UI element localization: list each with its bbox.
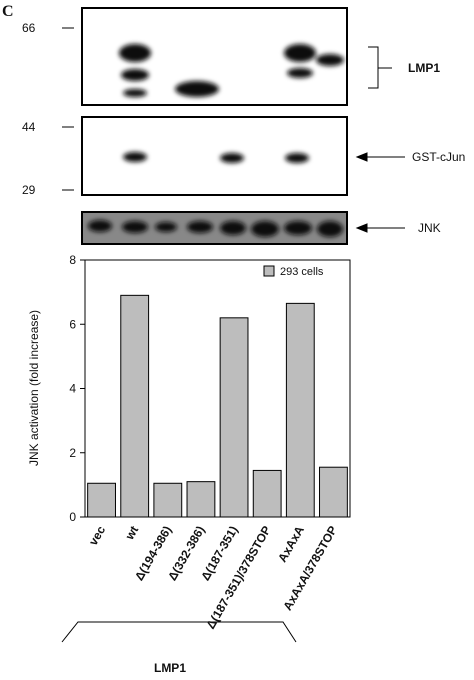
y-tick-label: 6 <box>69 317 76 331</box>
group-label: LMP1 <box>154 661 186 675</box>
y-tick-label: 4 <box>69 382 76 396</box>
y-tick-label: 0 <box>69 510 76 524</box>
blot-bands <box>88 220 343 237</box>
marker-label: 66 <box>22 21 36 35</box>
blot-label: JNK <box>418 221 441 235</box>
bar <box>120 294 150 518</box>
bar <box>219 317 249 518</box>
blot-label: LMP1 <box>408 61 440 75</box>
bar <box>252 469 282 518</box>
marker-label: 44 <box>22 120 36 134</box>
bar <box>285 302 315 518</box>
bar <box>153 482 183 518</box>
bar <box>186 481 216 518</box>
x-tick-label: Δ(187-351)/378STOP <box>203 524 273 632</box>
group-bracket <box>61 621 297 643</box>
blot-label: GST-cJun <box>412 150 465 164</box>
bracket <box>368 46 392 89</box>
x-tick-label: AxAxA <box>275 523 307 564</box>
x-tick-label: vec <box>86 523 108 548</box>
bar <box>319 466 348 518</box>
blot-bands <box>123 152 309 163</box>
bar <box>87 482 116 518</box>
blot-bands <box>119 44 344 97</box>
arrow <box>355 223 405 233</box>
y-tick-label: 2 <box>69 446 76 460</box>
x-tick-label: wt <box>122 524 141 543</box>
y-axis-label: JNK activation (fold increase) <box>27 310 41 466</box>
marker-label: 29 <box>22 183 36 197</box>
legend-swatch <box>263 265 275 277</box>
y-tick-label: 8 <box>69 253 76 267</box>
panel-label: C <box>2 3 14 20</box>
legend-label: 293 cells <box>280 266 324 278</box>
arrow <box>355 152 405 162</box>
